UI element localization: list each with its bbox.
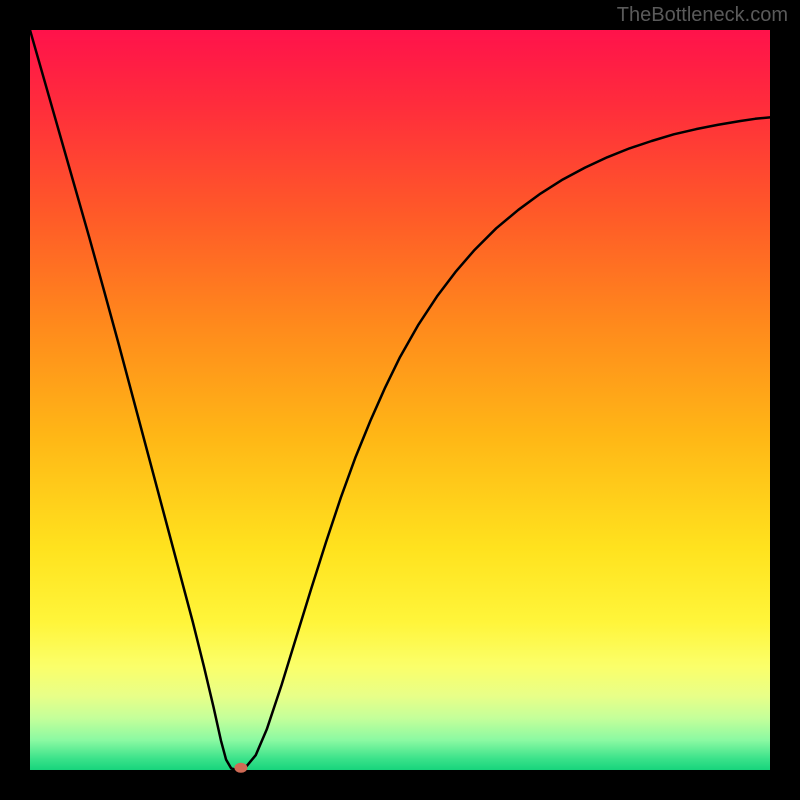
minimum-point-marker <box>234 763 247 773</box>
watermark-text: TheBottleneck.com <box>617 4 788 27</box>
chart-frame: TheBottleneck.com <box>0 0 800 800</box>
bottleneck-curve <box>30 30 770 770</box>
plot-svg <box>0 0 800 800</box>
